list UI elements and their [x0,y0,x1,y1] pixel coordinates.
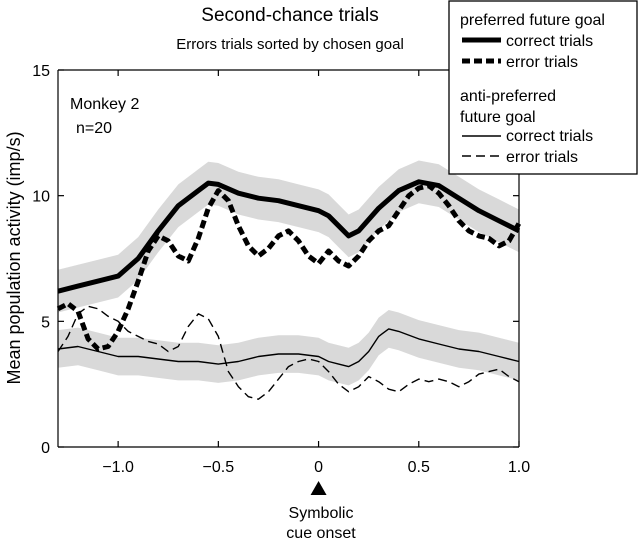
x-tick-label: 0.5 [408,459,430,476]
monkey-label: Monkey 2 [70,96,139,113]
axis-ticks: −1.0 −0.5 0 0.5 1.0 0 5 10 15 [32,63,530,476]
cue-onset-label-line2: cue onset [286,525,356,542]
confidence-band-thin-solid [58,310,519,386]
chart-subtitle: Errors trials sorted by chosen goal [176,36,404,53]
y-tick-label: 15 [32,63,50,80]
y-tick-label: 0 [41,440,50,457]
confidence-band-thick-solid [58,160,519,313]
chart-title: Second-chance trials [201,5,378,26]
legend-label-pref-error: error trials [506,54,578,71]
series-line-thin-solid [57,328,520,368]
x-tick-label: 0 [314,459,323,476]
x-tick-label: −0.5 [203,459,235,476]
legend-label-anti-correct: correct trials [506,128,593,145]
y-tick-label: 5 [41,314,50,331]
y-axis-label: Mean population activity (imp/s) [4,131,24,384]
legend-group1-title: preferred future goal [460,12,605,29]
legend-label-pref-correct: correct trials [506,33,593,50]
cue-onset-label-line1: Symbolic [289,505,354,522]
x-tick-label: 1.0 [508,459,530,476]
cue-onset-triangle-icon [310,481,327,495]
series-line-thick-solid [57,179,521,294]
y-tick-label: 10 [32,189,50,206]
confidence-bands [58,160,519,386]
n-label: n=20 [76,120,112,137]
series-line-thick-dashed [56,183,522,352]
series-line-thin-dashed [57,305,520,400]
legend-group2-title-line1: anti-preferred [460,88,556,105]
series-lines [56,179,522,400]
legend-group2-title-line2: future goal [460,109,536,126]
legend-box [448,0,638,175]
legend: preferred future goal correct trials err… [448,0,638,175]
legend-label-anti-error: error trials [506,149,578,166]
x-tick-label: −1.0 [102,459,134,476]
